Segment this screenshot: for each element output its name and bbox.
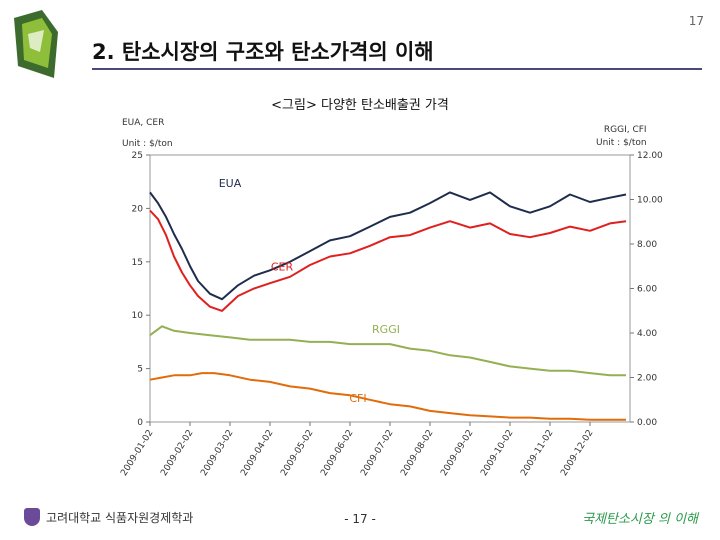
annotation-cer: CER <box>271 260 294 273</box>
footer-course-title: 국제탄소시장 의 이해 <box>582 512 698 527</box>
right-axis-series-label: RGGI, CFI <box>603 125 647 135</box>
figure-caption: <그림> 다양한 탄소배출권 가격 <box>271 98 449 113</box>
left-axis-unit-label: Unit : $/ton <box>122 139 173 149</box>
slide-number: 17 <box>688 14 704 28</box>
series-line-cer <box>149 209 627 312</box>
left-y-tick-label: 15 <box>132 258 143 268</box>
footer-page-number: - 17 - <box>344 512 376 526</box>
annotation-rggi: RGGI <box>372 323 400 336</box>
right-y-tick-label: 0.00 <box>637 418 657 428</box>
left-y-axis: 0 5 10 15 20 25 <box>132 151 150 428</box>
page-title: 2. 탄소시장의 구조와 탄소가격의 이해 <box>92 40 434 64</box>
logo-icon <box>14 10 58 78</box>
x-tick-label: 2009-02-02 <box>159 428 195 478</box>
plot-frame <box>149 154 631 423</box>
right-y-axis: 0.00 2.00 4.00 6.00 8.00 10.00 12.00 <box>630 151 663 428</box>
series-line-eua <box>149 191 627 301</box>
x-tick-label: 2009-12-02 <box>559 428 595 478</box>
x-tick-label: 2009-08-02 <box>399 428 435 478</box>
left-y-tick-label: 10 <box>132 311 144 321</box>
series-annotations: EUA CER RGGI CFI <box>219 177 400 405</box>
x-tick-label: 2009-04-02 <box>239 428 275 478</box>
series-line-cfi <box>149 372 626 421</box>
plot-border <box>149 154 631 423</box>
left-axis-note: EUA, CER Unit : $/ton <box>122 117 173 151</box>
x-tick-label: 2009-10-02 <box>479 428 515 478</box>
x-tick-label: 2009-03-02 <box>199 428 235 478</box>
title-divider <box>92 68 702 70</box>
x-tick-label: 2009-07-02 <box>359 428 395 478</box>
series-line-rggi <box>149 325 626 377</box>
left-y-tick-label: 20 <box>132 204 144 214</box>
right-y-tick-label: 10.00 <box>637 196 663 206</box>
left-y-tick-label: 25 <box>132 151 143 161</box>
left-axis-series-label: EUA, CER <box>122 118 165 128</box>
left-y-tick-label: 5 <box>137 365 143 375</box>
x-tick-label: 2009-09-02 <box>439 428 475 478</box>
right-y-tick-label: 6.00 <box>637 285 657 295</box>
series-lines <box>149 191 627 421</box>
right-y-tick-label: 12.00 <box>637 151 663 161</box>
right-axis-unit-label: Unit : $/ton <box>596 138 647 148</box>
annotation-cfi: CFI <box>349 392 366 405</box>
right-axis-note: RGGI, CFI Unit : $/ton <box>596 124 647 150</box>
x-tick-label: 2009-11-02 <box>519 428 555 478</box>
left-y-tick-label: 0 <box>137 418 143 428</box>
x-tick-label: 2009-06-02 <box>319 428 355 478</box>
right-y-tick-label: 8.00 <box>637 240 657 250</box>
x-tick-label: 2009-01-02 <box>119 428 155 478</box>
x-tick-label: 2009-05-02 <box>279 428 315 478</box>
footer-institution: 고려대학교 식품자원경제학과 <box>24 508 193 526</box>
university-crest-icon <box>24 508 40 526</box>
right-y-tick-label: 2.00 <box>637 374 657 384</box>
right-y-tick-label: 4.00 <box>637 329 657 339</box>
x-axis: 2009-01-02 2009-02-02 2009-03-02 2009-04-02… <box>119 422 596 478</box>
footer-left-text: 고려대학교 식품자원경제학과 <box>46 510 194 525</box>
annotation-eua: EUA <box>219 177 242 190</box>
